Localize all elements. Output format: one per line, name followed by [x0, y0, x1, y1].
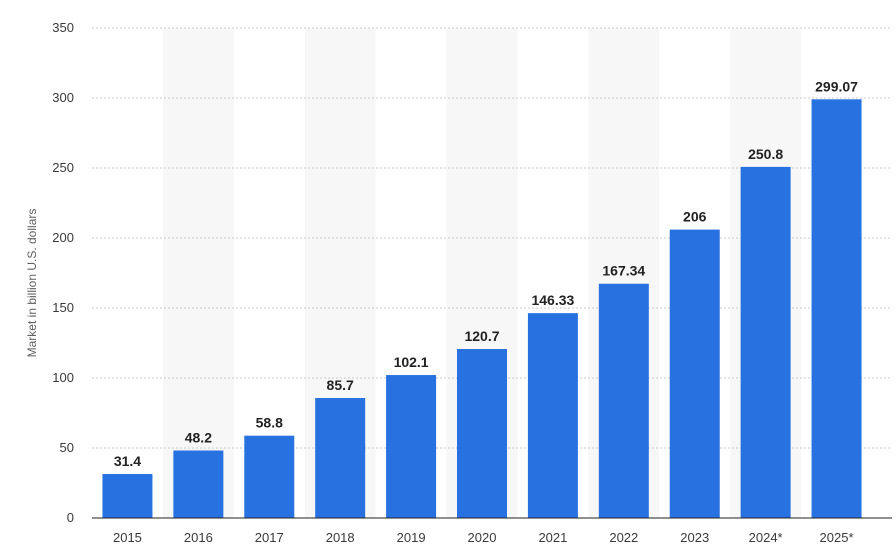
data-label: 250.8 — [748, 146, 783, 162]
y-tick-label: 50 — [60, 440, 74, 455]
column-band — [162, 28, 234, 518]
bar — [457, 349, 507, 518]
data-label: 48.2 — [185, 430, 212, 446]
bar — [598, 283, 649, 518]
bar — [669, 229, 720, 518]
bar — [315, 398, 366, 518]
data-label: 206 — [683, 209, 707, 225]
y-axis-title: Market in billion U.S. dollars — [25, 209, 39, 358]
bars — [102, 99, 862, 518]
bar — [102, 474, 153, 518]
x-tick-label: 2022 — [609, 530, 638, 545]
bar — [173, 450, 224, 518]
bar — [386, 375, 437, 518]
y-tick-label: 350 — [52, 20, 74, 35]
data-label: 102.1 — [394, 354, 429, 370]
data-label: 31.4 — [114, 453, 141, 469]
y-tick-label: 150 — [52, 300, 74, 315]
y-tick-labels: 0 50 100 150 200 250 300 350 — [52, 20, 74, 525]
x-tick-label: 2020 — [468, 530, 497, 545]
data-label: 146.33 — [531, 292, 574, 308]
data-label: 85.7 — [327, 377, 354, 393]
data-label: 167.34 — [602, 263, 645, 279]
y-tick-label: 250 — [52, 160, 74, 175]
bar — [740, 166, 791, 518]
data-label: 58.8 — [256, 415, 283, 431]
y-tick-label: 0 — [67, 510, 74, 525]
data-label: 120.7 — [464, 328, 499, 344]
x-tick-label: 2025* — [820, 530, 854, 545]
x-tick-label: 2019 — [397, 530, 426, 545]
y-tick-label: 200 — [52, 230, 74, 245]
x-tick-label: 2023 — [680, 530, 709, 545]
x-tick-label: 2017 — [255, 530, 284, 545]
y-tick-label: 100 — [52, 370, 74, 385]
data-labels: 31.4 48.2 58.8 85.7 102.1 120.7 146.33 167.34 20… — [114, 78, 858, 469]
bar — [811, 99, 862, 518]
x-tick-label: 2018 — [326, 530, 355, 545]
x-tick-label: 2021 — [538, 530, 567, 545]
bar — [527, 313, 578, 518]
y-tick-label: 300 — [52, 90, 74, 105]
data-label: 299.07 — [815, 78, 858, 94]
x-tick-label: 2016 — [184, 530, 213, 545]
bar — [244, 435, 295, 518]
x-tick-labels: 2015 2016 2017 2018 2019 2020 2021 2022 2023 2024… — [113, 530, 854, 545]
x-tick-label: 2015 — [113, 530, 142, 545]
x-tick-label: 2024* — [749, 530, 783, 545]
